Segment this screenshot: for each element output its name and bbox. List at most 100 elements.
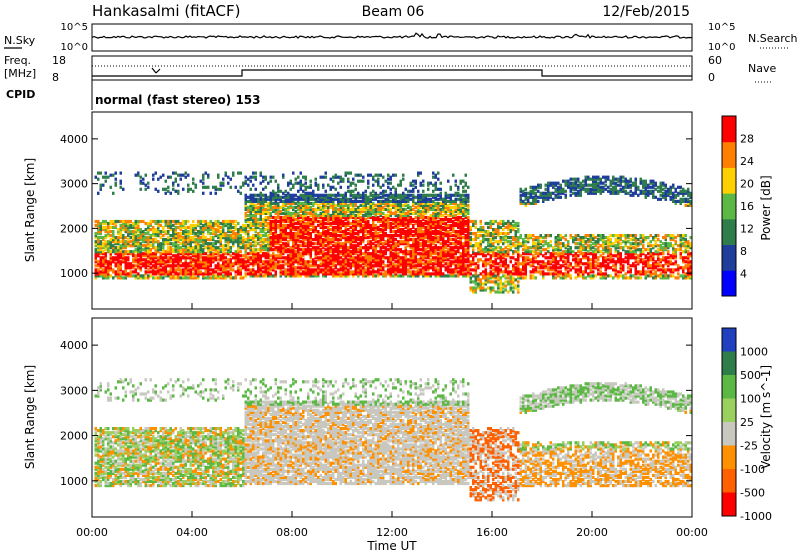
power-cells-cell-1362 xyxy=(234,256,237,260)
power-cells-cell-2063 xyxy=(287,193,290,197)
power-cells-cell-2282 xyxy=(302,211,305,215)
power-cells-cell-2818 xyxy=(339,228,342,232)
power-cells-cell-4788 xyxy=(484,282,487,286)
power-cells-cell-4812 xyxy=(487,276,490,280)
power-cells-cell-2694 xyxy=(332,258,335,262)
power-cells-cell-775 xyxy=(174,189,177,193)
power-cells-cell-1809 xyxy=(269,225,272,230)
power-cells-cell-1709 xyxy=(262,207,265,211)
power-cells-cell-263 xyxy=(119,219,122,224)
power-cells-cell-2184 xyxy=(297,260,300,264)
power-cells-cell-1949 xyxy=(279,230,282,234)
power-cells-cell-3175 xyxy=(364,260,367,264)
power-cells-cell-3883 xyxy=(414,254,417,258)
power-cells-cell-901 xyxy=(187,234,190,238)
power-cells-cell-4946 xyxy=(499,238,502,242)
power-cells-cell-4506 xyxy=(457,191,460,195)
power-cells-cell-1311 xyxy=(227,175,230,179)
power-cells-cell-2079 xyxy=(289,250,292,254)
power-cells-cell-4246 xyxy=(439,266,442,270)
power-cells-cell-3906 xyxy=(414,179,417,183)
power-cells-cell-977 xyxy=(194,240,197,244)
power-cells-cell-2898 xyxy=(344,230,347,234)
power-cells-cell-3398 xyxy=(379,246,382,250)
power-cells-cell-3029 xyxy=(354,268,357,272)
power-cells-cell-4135 xyxy=(432,256,435,260)
power-cells-cell-2696 xyxy=(332,254,335,258)
power-cells-cell-4481 xyxy=(457,260,460,264)
power-cells-cell-2581 xyxy=(324,268,327,272)
power-cells-cell-4352 xyxy=(447,254,450,258)
power-cells-cell-2517 xyxy=(319,240,322,244)
power-cells-cell-3779 xyxy=(407,258,410,262)
power-cells-cell-4657 xyxy=(467,203,470,207)
power-cells-cell-4330 xyxy=(444,223,447,228)
nave-right-label: Nave xyxy=(748,62,776,75)
power-cells-cell-3931 xyxy=(417,217,420,222)
power-cells-cell-4342 xyxy=(444,195,447,199)
power-cells-cell-3972 xyxy=(419,211,422,215)
power-cells-cell-3376 xyxy=(377,203,380,207)
power-cells-cell-1519 xyxy=(249,244,252,248)
power-cells-cell-4291 xyxy=(442,246,445,250)
power-cells-cell-4834 xyxy=(489,274,492,278)
power-cells-cell-4095 xyxy=(429,274,432,278)
power-cells-cell-766 xyxy=(174,238,177,242)
power-cells-cell-2236 xyxy=(299,223,302,228)
power-cells-cell-1976 xyxy=(282,238,285,242)
power-cells-cell-38 xyxy=(97,236,100,240)
power-cells-cell-2522 xyxy=(319,225,322,230)
power-cells-cell-785 xyxy=(177,262,180,266)
power-cells-cell-3781 xyxy=(407,250,410,254)
power-cells-cell-1660 xyxy=(259,244,262,248)
power-cells-cell-3415 xyxy=(379,201,382,205)
power-cells-cell-4387 xyxy=(449,248,452,252)
power-cells-cell-2144 xyxy=(292,185,295,189)
power-cells-cell-3813 xyxy=(409,260,412,264)
power-cells-cell-4254 xyxy=(439,250,442,254)
power-cells-cell-1987 xyxy=(282,211,285,215)
power-cells-cell-2943 xyxy=(347,207,350,211)
power-cells-cell-52 xyxy=(99,266,102,270)
power-cells-cell-3765 xyxy=(404,207,407,211)
power-cells-cell-1974 xyxy=(282,244,285,248)
power-cells-cell-1581 xyxy=(254,272,257,276)
power-cells-cell-3181 xyxy=(364,248,367,252)
power-cells-cell-1085 xyxy=(204,221,207,226)
power-cells-cell-2540 xyxy=(322,268,325,272)
power-cells-cell-2592 xyxy=(324,240,327,244)
power-cells-cell-88 xyxy=(102,246,105,250)
power-cells-cell-2189 xyxy=(297,250,300,254)
power-cells-cell-2677 xyxy=(329,205,332,209)
power-cells-cell-1847 xyxy=(272,223,275,228)
power-cells-cell-3901 xyxy=(414,205,417,209)
power-cells-cell-4554 xyxy=(462,262,465,266)
power-cells-cell-58 xyxy=(99,252,102,256)
power-cells-cell-2246 xyxy=(299,197,302,201)
power-cells-cell-3121 xyxy=(359,219,362,224)
power-cells-cell-679 xyxy=(167,270,170,274)
power-cells-cell-1884 xyxy=(274,217,277,222)
power-cells-cell-106 xyxy=(104,260,107,264)
freq-step-line xyxy=(92,69,692,77)
power-cells-cell-4380 xyxy=(449,264,452,268)
power-cells-cell-1964 xyxy=(282,272,285,276)
power-cells-cell-2285 xyxy=(302,205,305,209)
power-cells-cell-553 xyxy=(152,232,155,236)
power-cells-cell-389 xyxy=(134,230,137,234)
power-cells-cell-3007 xyxy=(352,230,355,234)
power-cells-cell-2956 xyxy=(349,264,352,268)
power-cells-cell-3037 xyxy=(354,250,357,254)
power-cells-cell-4630 xyxy=(467,260,470,264)
power-cells-cell-267 xyxy=(119,171,122,175)
power-cells-cell-1191 xyxy=(217,264,220,268)
power-cells-cell-1167 xyxy=(214,264,217,268)
power-cells-cell-3954 xyxy=(419,256,422,260)
power-cells-cell-4563 xyxy=(462,244,465,248)
power-cells-cell-152 xyxy=(109,264,112,268)
power-cells-cell-1186 xyxy=(217,276,220,280)
power-cells-cell-3204 xyxy=(364,189,367,193)
power-cells-cell-2555 xyxy=(322,232,325,236)
power-cells-cell-1009 xyxy=(197,230,200,234)
power-cells-cell-2885 xyxy=(344,256,347,260)
